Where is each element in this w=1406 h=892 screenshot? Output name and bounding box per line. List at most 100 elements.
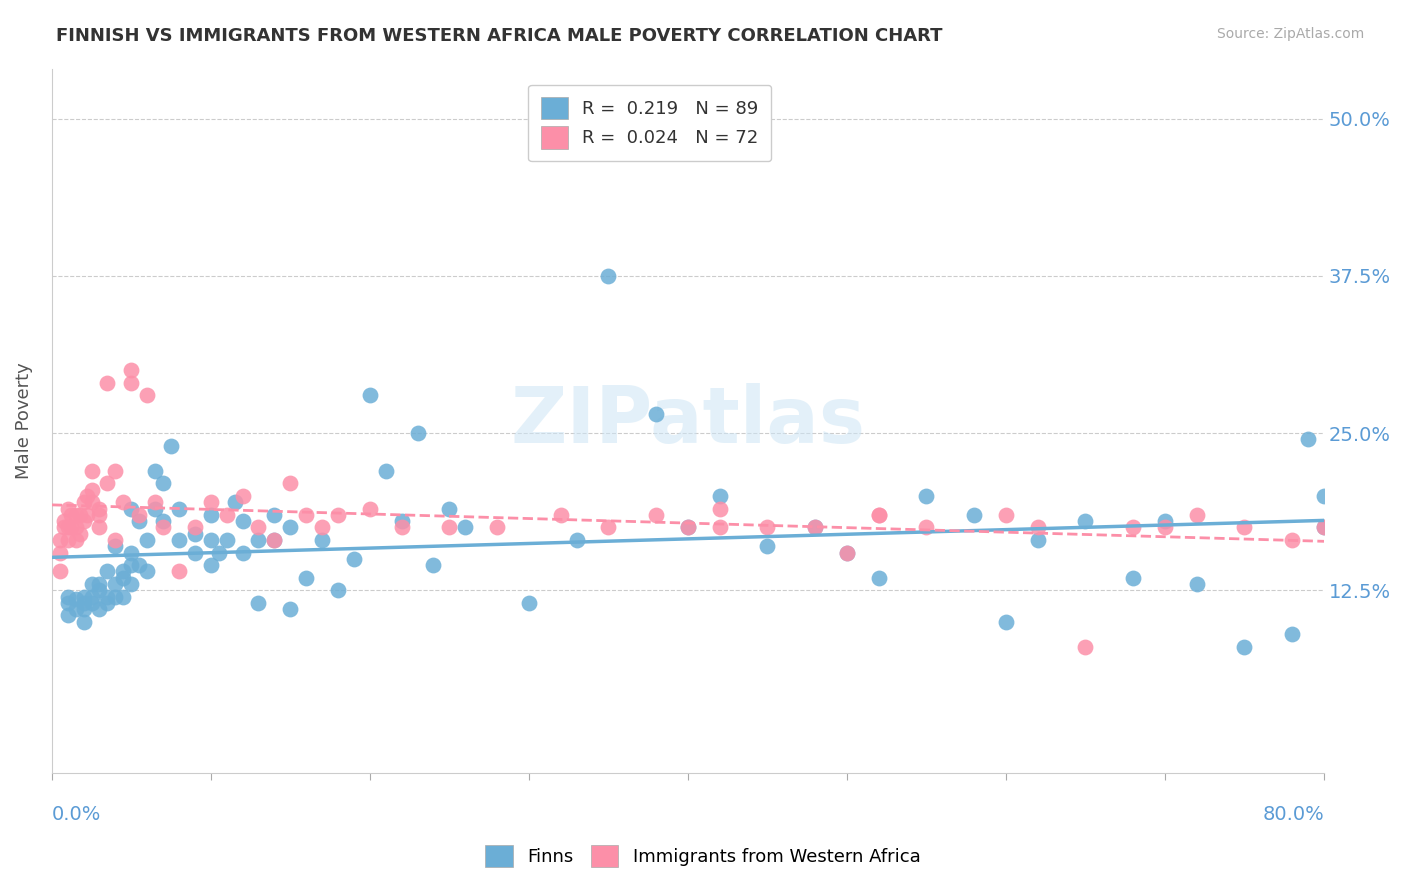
Point	[56, 596, 79, 610]
Point	[69, 526, 91, 541]
Point	[709, 501, 731, 516]
Point	[1313, 520, 1336, 534]
Point	[1122, 571, 1144, 585]
Point	[72, 495, 94, 509]
Point	[598, 520, 620, 534]
Point	[1074, 514, 1097, 528]
Point	[136, 388, 159, 402]
Point	[868, 508, 890, 522]
Point	[915, 489, 938, 503]
Point	[359, 501, 381, 516]
Text: ZIPatlas: ZIPatlas	[510, 383, 865, 458]
Point	[80, 464, 103, 478]
Point	[200, 508, 222, 522]
Point	[167, 533, 190, 547]
Point	[1281, 533, 1303, 547]
Point	[804, 520, 827, 534]
Point	[391, 514, 413, 528]
Text: 80.0%: 80.0%	[1263, 805, 1324, 824]
Point	[1026, 520, 1049, 534]
Point	[963, 508, 986, 522]
Point	[65, 508, 87, 522]
Point	[128, 508, 150, 522]
Point	[59, 520, 82, 534]
Point	[56, 501, 79, 516]
Point	[80, 495, 103, 509]
Point	[167, 565, 190, 579]
Point	[167, 501, 190, 516]
Point	[128, 514, 150, 528]
Point	[184, 526, 207, 541]
Point	[215, 533, 238, 547]
Point	[439, 520, 461, 534]
Point	[676, 520, 699, 534]
Point	[112, 495, 135, 509]
Point	[96, 476, 118, 491]
Point	[1296, 433, 1319, 447]
Point	[152, 476, 174, 491]
Point	[263, 533, 285, 547]
Point	[208, 545, 231, 559]
Point	[143, 495, 166, 509]
Point	[112, 590, 135, 604]
Point	[200, 558, 222, 573]
Point	[89, 520, 111, 534]
Point	[868, 571, 890, 585]
Point	[104, 577, 127, 591]
Point	[709, 489, 731, 503]
Point	[76, 508, 98, 522]
Point	[53, 520, 76, 534]
Point	[645, 407, 668, 421]
Point	[709, 520, 731, 534]
Point	[311, 533, 333, 547]
Point	[48, 565, 70, 579]
Point	[278, 476, 301, 491]
Point	[1281, 627, 1303, 641]
Point	[835, 545, 858, 559]
Point	[756, 539, 779, 553]
Point	[247, 533, 270, 547]
Point	[120, 558, 142, 573]
Point	[80, 596, 103, 610]
Point	[128, 558, 150, 573]
Point	[120, 363, 142, 377]
Point	[104, 539, 127, 553]
Point	[1233, 640, 1256, 654]
Point	[391, 520, 413, 534]
Point	[517, 596, 540, 610]
Point	[1313, 489, 1336, 503]
Point	[136, 565, 159, 579]
Point	[112, 565, 135, 579]
Point	[72, 590, 94, 604]
Point	[48, 545, 70, 559]
Point	[200, 533, 222, 547]
Point	[120, 501, 142, 516]
Point	[295, 508, 318, 522]
Point	[676, 520, 699, 534]
Text: FINNISH VS IMMIGRANTS FROM WESTERN AFRICA MALE POVERTY CORRELATION CHART: FINNISH VS IMMIGRANTS FROM WESTERN AFRIC…	[56, 27, 943, 45]
Point	[65, 533, 87, 547]
Point	[80, 483, 103, 497]
Point	[76, 489, 98, 503]
Point	[263, 533, 285, 547]
Point	[120, 376, 142, 390]
Point	[143, 464, 166, 478]
Point	[1233, 520, 1256, 534]
Point	[359, 388, 381, 402]
Point	[915, 520, 938, 534]
Point	[143, 501, 166, 516]
Point	[439, 501, 461, 516]
Point	[89, 508, 111, 522]
Point	[486, 520, 509, 534]
Point	[326, 508, 349, 522]
Point	[104, 533, 127, 547]
Point	[1154, 514, 1177, 528]
Text: Source: ZipAtlas.com: Source: ZipAtlas.com	[1216, 27, 1364, 41]
Point	[232, 489, 254, 503]
Y-axis label: Male Poverty: Male Poverty	[15, 362, 32, 479]
Point	[224, 495, 246, 509]
Point	[184, 520, 207, 534]
Point	[136, 533, 159, 547]
Point	[80, 577, 103, 591]
Point	[53, 514, 76, 528]
